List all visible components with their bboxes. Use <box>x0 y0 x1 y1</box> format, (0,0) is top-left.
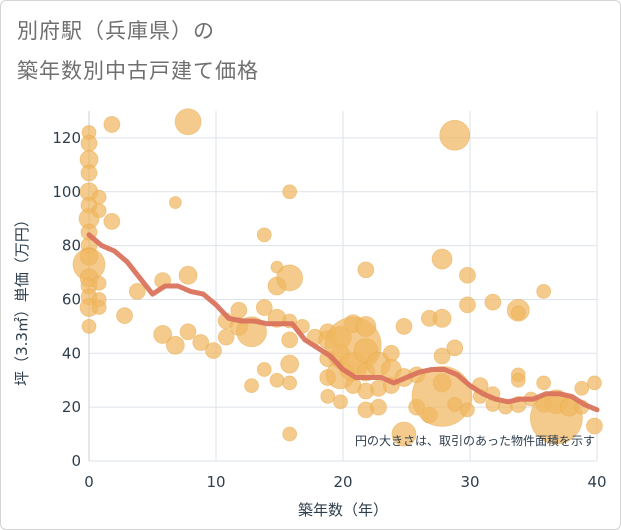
data-bubble <box>282 375 298 391</box>
trend-line <box>86 232 600 413</box>
data-bubble <box>432 308 452 328</box>
data-bubble <box>355 315 377 337</box>
y-tick-label: 0 <box>71 452 81 470</box>
data-bubble <box>357 261 375 279</box>
data-bubble <box>282 426 298 442</box>
y-tick-label: 100 <box>52 183 81 201</box>
data-bubble <box>447 397 463 412</box>
data-bubble <box>382 344 400 362</box>
data-bubble <box>128 282 146 300</box>
y-tick-label: 120 <box>52 129 81 147</box>
y-tick-labels: 0 20 40 60 80 100 120 <box>52 129 81 470</box>
x-tick-label: 10 <box>206 473 225 491</box>
data-bubble <box>276 264 304 292</box>
data-bubble <box>281 331 299 349</box>
data-bubble <box>431 248 453 270</box>
data-bubble <box>586 417 603 435</box>
data-bubble <box>280 354 300 374</box>
data-bubble <box>395 317 413 335</box>
data-bubble <box>91 189 107 205</box>
x-tick-labels: 0 10 20 30 40 <box>84 473 606 491</box>
data-bubble <box>116 307 133 325</box>
x-tick-label: 30 <box>460 473 479 491</box>
data-bubble <box>179 323 197 341</box>
data-bubble <box>411 365 473 427</box>
data-bubble <box>269 372 285 388</box>
data-bubble <box>165 335 185 355</box>
y-tick-label: 80 <box>62 237 81 255</box>
chart-title-line1: 別府駅（兵庫県）の <box>17 19 215 43</box>
data-bubble <box>91 275 107 291</box>
bubble-layer <box>72 108 603 447</box>
data-bubble <box>439 119 471 151</box>
data-bubble <box>587 375 602 391</box>
data-bubble <box>244 378 259 394</box>
data-bubble <box>81 318 97 334</box>
data-bubble <box>459 296 476 314</box>
y-tick-label: 40 <box>62 344 81 362</box>
data-bubble <box>230 301 248 319</box>
trend-line-layer <box>86 232 600 413</box>
x-axis-label: 築年数（年） <box>298 501 388 519</box>
data-bubble <box>91 300 107 315</box>
data-bubble <box>391 421 417 447</box>
data-bubble <box>91 203 107 219</box>
y-tick-label: 60 <box>62 290 81 308</box>
data-bubble <box>103 212 121 230</box>
data-bubble <box>333 394 348 410</box>
chart-title-line2: 築年数別中古戸建て価格 <box>17 59 259 83</box>
data-bubble <box>320 388 336 404</box>
data-bubble <box>510 372 526 388</box>
data-bubble <box>460 402 475 418</box>
data-bubble <box>484 293 502 311</box>
data-bubble <box>80 164 98 182</box>
x-tick-label: 20 <box>333 473 352 491</box>
data-bubble <box>255 299 273 316</box>
data-bubble <box>574 380 590 396</box>
data-bubble <box>459 266 476 284</box>
y-axis-label: 坪（3.3㎡）単価（万円） <box>13 212 31 386</box>
data-bubble <box>168 196 182 209</box>
data-bubble <box>178 265 198 285</box>
data-bubble <box>217 328 235 346</box>
data-bubble <box>536 375 552 391</box>
data-bubble <box>174 108 202 136</box>
data-bubble <box>256 227 272 243</box>
data-bubble <box>80 134 98 152</box>
data-bubble <box>192 334 210 351</box>
x-tick-label: 40 <box>587 473 606 491</box>
x-tick-label: 0 <box>84 473 94 491</box>
data-bubble <box>282 184 298 200</box>
data-bubble <box>256 362 272 377</box>
data-bubble <box>370 398 387 416</box>
data-bubble <box>153 325 173 344</box>
data-bubble <box>433 347 451 365</box>
data-bubble <box>205 342 222 360</box>
data-bubble <box>103 116 121 133</box>
data-bubble <box>536 283 552 299</box>
data-bubble <box>446 339 464 357</box>
data-bubble <box>510 305 526 321</box>
bubble-size-note: 円の大きさは、取引のあった物件面積を示す <box>355 433 595 448</box>
y-tick-label: 20 <box>62 398 81 416</box>
